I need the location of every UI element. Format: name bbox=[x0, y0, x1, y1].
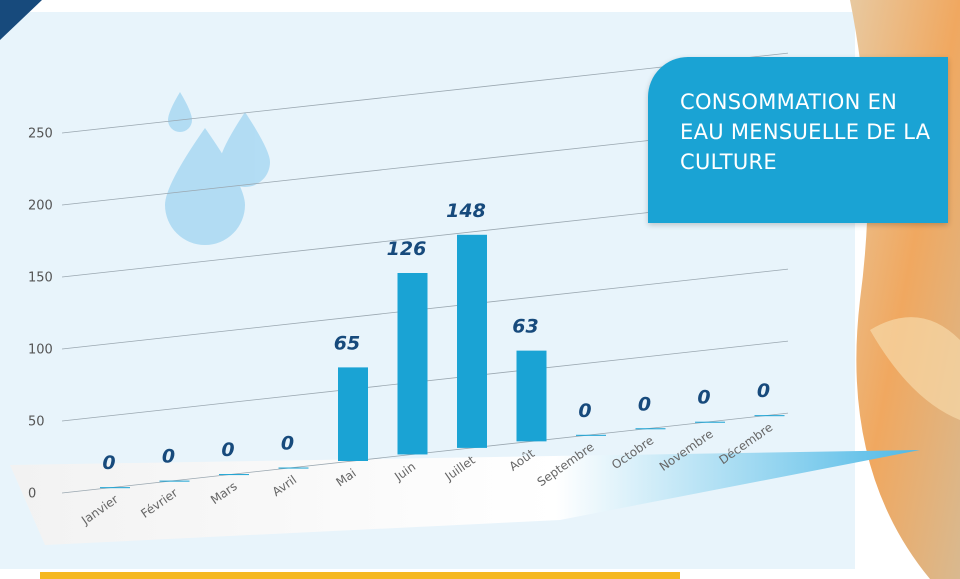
bar bbox=[397, 273, 428, 455]
y-tick-label: 0 bbox=[28, 487, 36, 502]
bar bbox=[219, 474, 249, 476]
bar bbox=[635, 428, 666, 430]
value-label: 0 bbox=[757, 380, 770, 402]
value-label: 0 bbox=[697, 387, 710, 409]
chart-title: CONSOMMATION EN EAU MENSUELLE DE LA CULT… bbox=[648, 57, 948, 223]
y-tick-label: 200 bbox=[28, 199, 53, 214]
value-label: 63 bbox=[512, 316, 538, 338]
bar bbox=[100, 487, 130, 489]
value-label: 0 bbox=[162, 446, 175, 468]
bar bbox=[338, 367, 368, 461]
value-label: 126 bbox=[387, 238, 427, 260]
bar bbox=[457, 234, 487, 448]
bar bbox=[695, 421, 725, 423]
value-label: 65 bbox=[334, 332, 360, 354]
bar bbox=[754, 415, 785, 417]
y-tick-label: 250 bbox=[28, 127, 53, 142]
footer-bar bbox=[40, 572, 680, 579]
value-label: 0 bbox=[638, 393, 651, 415]
y-tick-label: 50 bbox=[28, 415, 45, 430]
bar bbox=[576, 434, 606, 436]
bar bbox=[159, 480, 190, 482]
value-label: 0 bbox=[102, 452, 115, 474]
value-label: 148 bbox=[446, 200, 486, 222]
bar bbox=[516, 350, 547, 442]
y-tick-label: 100 bbox=[28, 343, 53, 358]
bar bbox=[278, 467, 309, 469]
y-tick-label: 150 bbox=[28, 271, 53, 286]
value-label: 0 bbox=[578, 400, 591, 422]
water-drops bbox=[165, 92, 270, 245]
value-label: 0 bbox=[221, 439, 234, 461]
value-label: 0 bbox=[281, 433, 294, 455]
melon-detail bbox=[870, 317, 960, 420]
corner bbox=[0, 0, 42, 40]
